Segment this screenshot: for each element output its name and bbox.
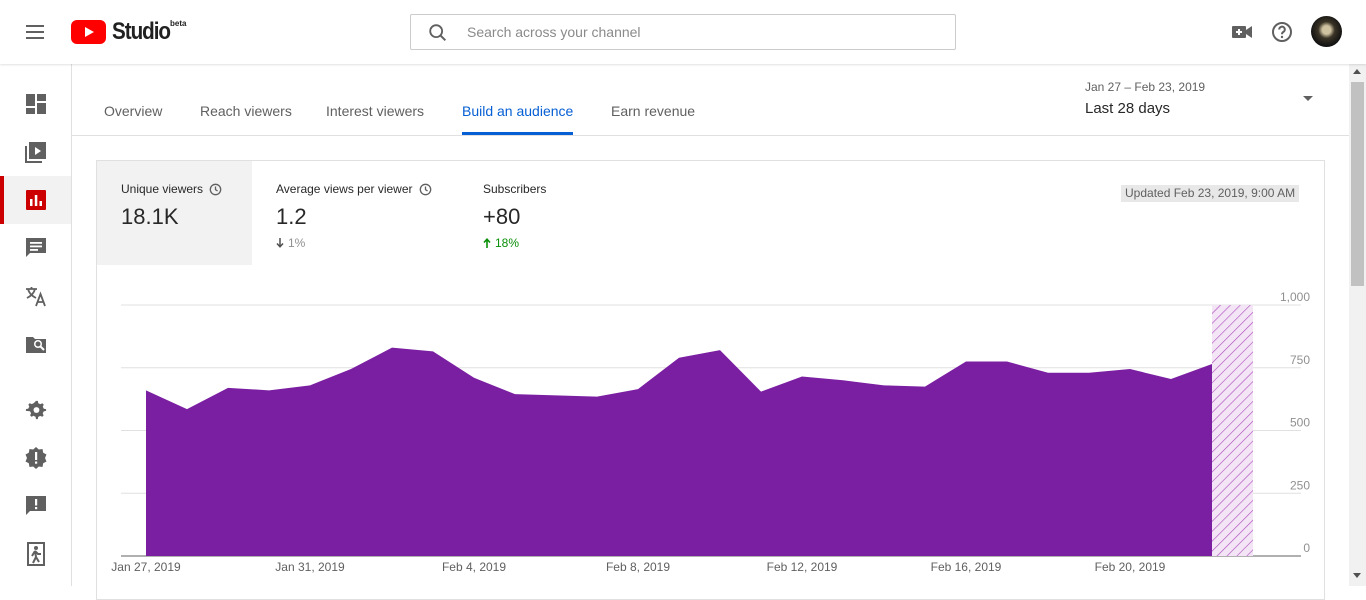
metric-label: Unique viewers <box>121 182 228 196</box>
exit-icon <box>26 542 45 566</box>
avatar[interactable] <box>1311 16 1342 47</box>
date-range-label: Last 28 days <box>1085 100 1171 117</box>
video-library-icon <box>24 142 46 163</box>
sidebar-item-dashboard[interactable] <box>0 80 71 128</box>
search-box[interactable] <box>410 14 956 50</box>
sidebar-item-comments[interactable] <box>0 224 71 272</box>
date-range-selector[interactable]: Jan 27 – Feb 23, 2019 Last 28 days <box>1085 80 1325 124</box>
updated-timestamp: Updated Feb 23, 2019, 9:00 AM <box>1121 185 1300 202</box>
x-tick-label: Feb 12, 2019 <box>767 560 838 574</box>
sidebar-item-analytics[interactable] <box>0 176 71 224</box>
search-input[interactable] <box>467 15 937 49</box>
analytics-icon <box>25 190 46 210</box>
metric-label-text: Subscribers <box>483 182 547 196</box>
copyright-search-icon <box>25 337 46 353</box>
studio-logo[interactable]: Studio beta <box>71 18 186 46</box>
arrow-up-icon <box>483 238 491 248</box>
tab-earn-revenue[interactable]: Earn revenue <box>611 103 696 119</box>
alert-badge-icon <box>25 447 46 469</box>
metric-label: Subscribers <box>483 182 595 196</box>
y-tick-label: 500 <box>1290 416 1310 430</box>
y-tick-label: 250 <box>1290 478 1310 492</box>
area-series <box>146 347 1212 556</box>
metric-change-value: 18% <box>495 236 520 250</box>
translate-icon <box>25 287 46 307</box>
metric-label: Average views per viewer <box>276 182 438 196</box>
sidebar-item-translations[interactable] <box>0 272 71 320</box>
logo-text: Studio <box>112 18 171 45</box>
metric-change-value: 1% <box>288 236 306 250</box>
scroll-down-arrow-icon[interactable] <box>1353 573 1361 578</box>
top-bar: Studio beta <box>0 0 1366 64</box>
comments-icon <box>25 238 46 257</box>
clock-icon <box>419 183 431 195</box>
scrollbar-thumb[interactable] <box>1351 82 1364 286</box>
metric-change: 18% <box>483 236 595 250</box>
help-icon[interactable] <box>1270 20 1294 44</box>
gear-icon <box>25 400 46 420</box>
tab-build-an-audience[interactable]: Build an audience <box>462 64 574 135</box>
sidebar-item-videos[interactable] <box>0 128 71 176</box>
metrics-card: Unique viewers 18.1K Average views per v… <box>96 160 1325 600</box>
feedback-icon <box>25 496 46 515</box>
tab-interest-viewers[interactable]: Interest viewers <box>326 103 425 119</box>
search-icon[interactable] <box>427 22 449 44</box>
sidebar <box>0 64 72 586</box>
metric-value: 1.2 <box>276 204 307 229</box>
sidebar-item-feedback[interactable] <box>0 482 71 530</box>
metric-label-text: Average views per viewer <box>276 182 413 196</box>
scroll-up-arrow-icon[interactable] <box>1353 69 1361 74</box>
sidebar-item-copyright[interactable] <box>0 320 71 368</box>
x-tick-label: Feb 16, 2019 <box>931 560 1002 574</box>
date-range-dates: Jan 27 – Feb 23, 2019 <box>1085 80 1206 94</box>
page-scrollbar[interactable] <box>1349 64 1366 586</box>
menu-icon[interactable] <box>22 22 50 42</box>
metric-subscribers[interactable]: Subscribers +80 18% <box>459 161 619 265</box>
dashboard-icon <box>25 94 46 114</box>
metric-average-views-per-viewer[interactable]: Average views per viewer 1.2 1% <box>252 161 462 265</box>
metric-value: +80 <box>483 204 521 229</box>
tab-reach-viewers[interactable]: Reach viewers <box>200 103 292 119</box>
arrow-down-icon <box>276 238 284 248</box>
x-tick-label: Feb 20, 2019 <box>1095 560 1166 574</box>
y-tick-label: 1,000 <box>1280 290 1310 304</box>
clock-icon <box>209 183 222 195</box>
metric-label-text: Unique viewers <box>121 182 204 196</box>
sidebar-item-classic[interactable] <box>0 530 71 578</box>
y-tick-label: 750 <box>1290 353 1310 367</box>
x-tick-label: Jan 31, 2019 <box>275 560 345 574</box>
dropdown-arrow-icon <box>1303 96 1313 101</box>
x-tick-label: Feb 8, 2019 <box>606 560 670 574</box>
tab-overview[interactable]: Overview <box>104 103 163 119</box>
metric-change: 1% <box>276 236 438 250</box>
metric-value: 18.1K <box>121 204 179 229</box>
analytics-tabs: Overview Reach viewers Interest viewers … <box>72 64 1349 136</box>
x-tick-label: Feb 4, 2019 <box>442 560 506 574</box>
sidebar-item-whats-new[interactable] <box>0 434 71 482</box>
beta-label: beta <box>170 19 187 28</box>
y-tick-label: 0 <box>1303 541 1310 555</box>
sidebar-item-settings[interactable] <box>0 386 71 434</box>
unique-viewers-chart: 0 250 500 750 1,000 Jan 27, 2019 Jan 31, 2019… <box>111 290 1310 574</box>
partial-day-area <box>1212 305 1253 556</box>
youtube-logo-icon <box>71 20 106 44</box>
metric-unique-viewers[interactable]: Unique viewers 18.1K <box>97 161 252 265</box>
x-tick-label: Jan 27, 2019 <box>111 560 181 574</box>
create-video-icon[interactable] <box>1230 20 1254 44</box>
